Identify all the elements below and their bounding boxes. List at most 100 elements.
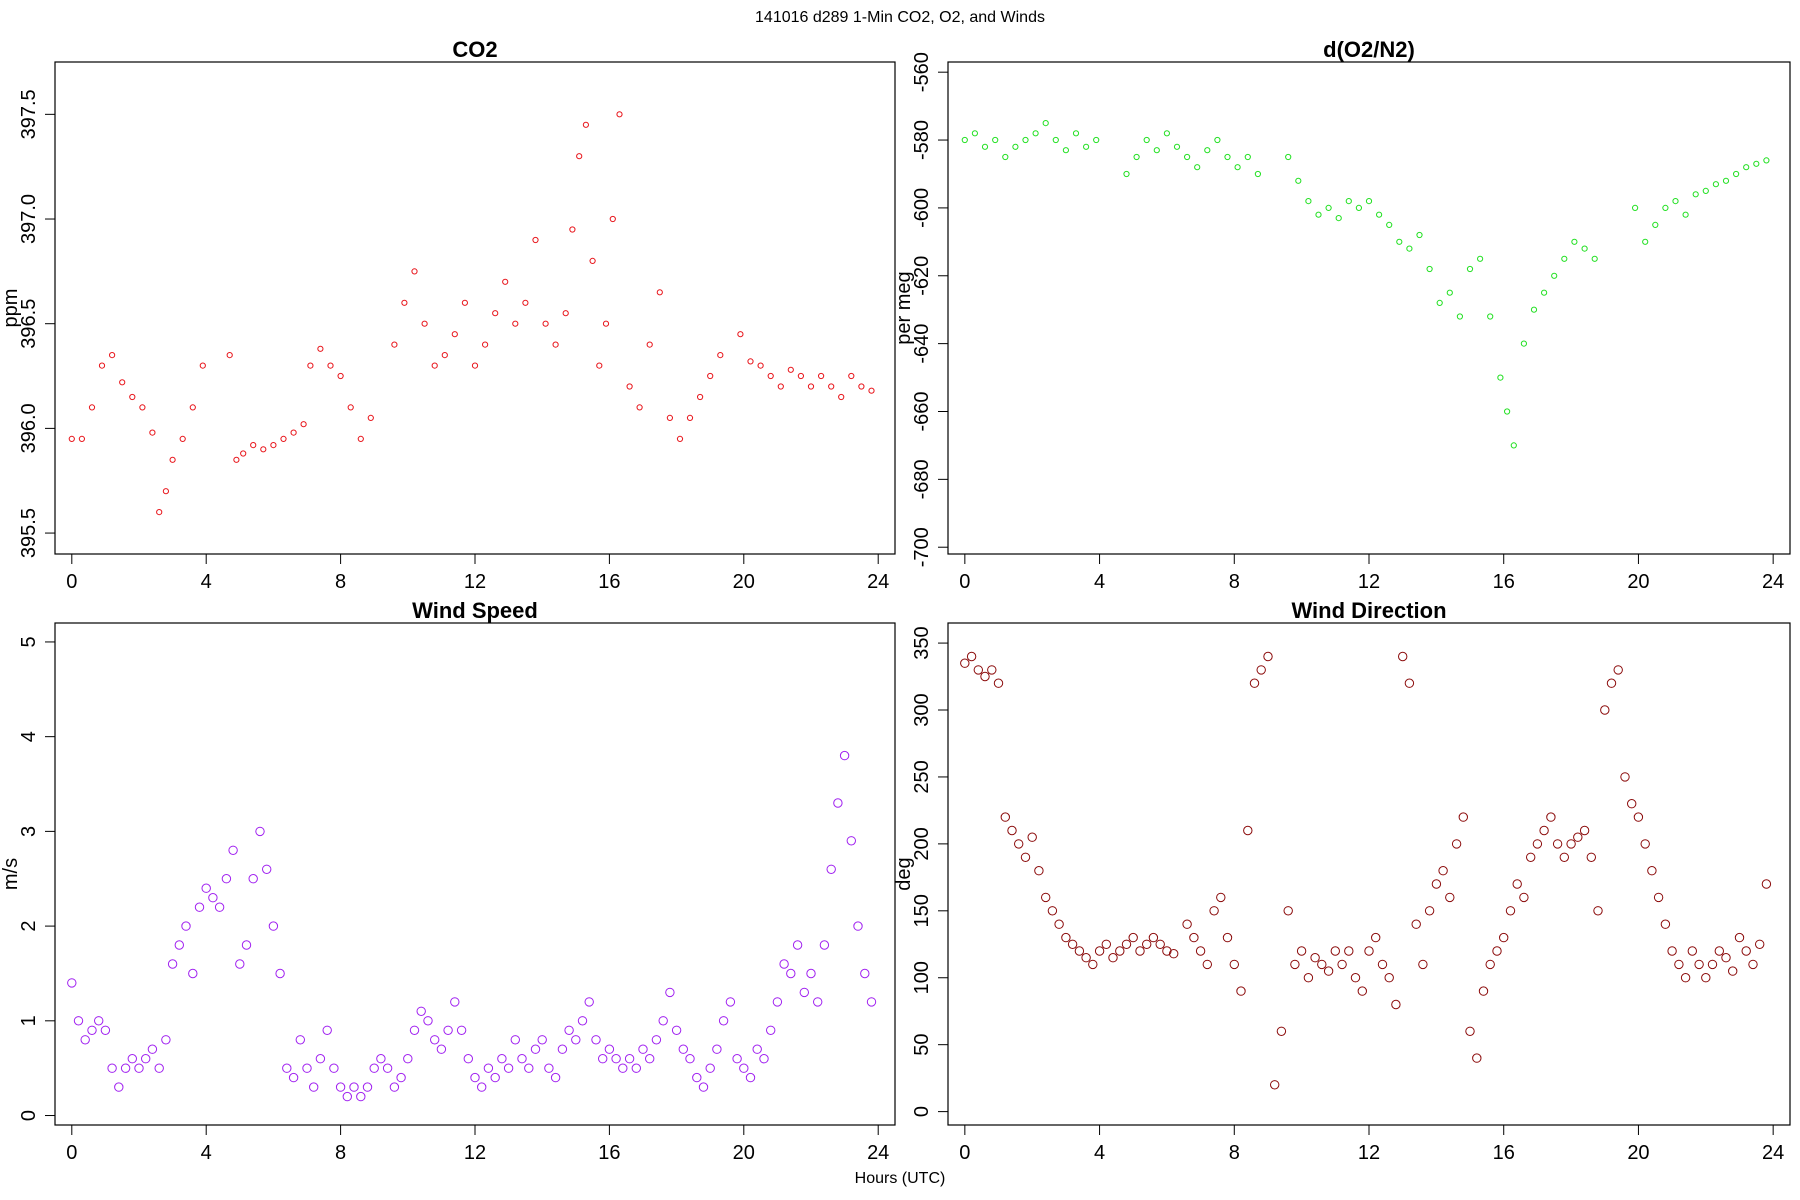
wdir-y-tick-label: 100 (911, 961, 933, 994)
wdir-data-point (1371, 932, 1381, 943)
co2-x-tick-label: 4 (201, 571, 212, 593)
o2-data-point (1436, 299, 1443, 306)
wdir-y-tick-label: 250 (911, 760, 933, 793)
wdir-data-point (1128, 932, 1138, 943)
wdir-data-point (1061, 932, 1071, 943)
wdir-data-point (1027, 832, 1037, 842)
co2-data-point (226, 352, 233, 359)
co2-data-point (676, 435, 684, 442)
wdir-data-point (1182, 919, 1192, 929)
wspd-data-point (201, 883, 211, 893)
wdir-plot-frame (947, 622, 1791, 1126)
wspd-data-point (127, 1054, 138, 1064)
o2-data-point (1072, 130, 1080, 137)
wspd-plot-frame (54, 622, 896, 1126)
o2-data-point (1244, 153, 1251, 161)
o2-data-point (1571, 238, 1578, 245)
wdir-data-point (1404, 678, 1415, 688)
wspd-data-point (389, 1082, 400, 1092)
wspd-data-point (497, 1054, 507, 1064)
wspd-x-tick-label: 16 (598, 1142, 620, 1164)
co2-data-point (589, 257, 596, 264)
o2-data-point (1224, 153, 1231, 161)
o2-data-point (1733, 170, 1740, 178)
wdir-data-point (1263, 651, 1273, 662)
o2-y-tick-label: -660 (911, 391, 933, 431)
co2-data-point (78, 435, 86, 442)
o2-data-point (992, 136, 999, 144)
wdir-x-tick-label: 0 (959, 1142, 970, 1164)
o2-data-point (1173, 143, 1181, 150)
wspd-data-point (490, 1072, 500, 1083)
co2-data-point (317, 345, 324, 352)
wspd-data-point (826, 864, 836, 874)
o2-data-point (1093, 136, 1100, 144)
wspd-data-point (94, 1016, 104, 1026)
wspd-data-point (833, 798, 843, 808)
o2-x-tick-label: 0 (959, 571, 970, 593)
wdir-data-point (1539, 825, 1549, 836)
wdir-data-point (1243, 825, 1253, 836)
wdir-data-point (1512, 879, 1522, 889)
wdir-data-point (1074, 946, 1085, 956)
wspd-data-point (853, 921, 863, 931)
o2-data-point (1335, 215, 1342, 222)
o2-data-point (1632, 204, 1639, 211)
o2-data-point (1022, 136, 1029, 144)
co2-data-point (179, 435, 186, 442)
wdir-data-point (1667, 946, 1677, 956)
wdir-data-point (1054, 919, 1064, 929)
co2-data-point (582, 121, 590, 128)
wspd-data-point (806, 968, 816, 979)
o2-data-point (1345, 198, 1352, 205)
wspd-data-point (107, 1063, 117, 1073)
o2-data-point (1763, 157, 1770, 164)
co2-data-point (532, 236, 539, 244)
wspd-data-point (651, 1035, 662, 1045)
wspd-data-point (692, 1072, 702, 1083)
wdir-data-point (1499, 932, 1509, 943)
wspd-data-point (799, 987, 809, 998)
co2-data-point (522, 299, 529, 306)
wdir-data-point (1384, 973, 1394, 983)
o2-y-tick-label: -560 (911, 52, 933, 92)
wspd-data-point (73, 1016, 84, 1026)
wspd-x-tick-label: 24 (867, 1142, 889, 1164)
wdir-data-point (1559, 852, 1570, 862)
co2-data-point (280, 435, 287, 442)
wdir-data-point (1135, 946, 1145, 956)
wdir-data-point (1216, 892, 1226, 903)
wdir-data-point (993, 678, 1004, 688)
o2-data-point (1214, 136, 1221, 144)
wspd-y-tick-label: 5 (18, 636, 40, 647)
o2-y-tick-label: -680 (911, 459, 933, 499)
wdir-data-point (1478, 986, 1489, 996)
wspd-data-point (611, 1054, 621, 1064)
o2-data-point (1662, 204, 1669, 211)
wdir-data-point (1458, 812, 1469, 822)
wspd-data-point (524, 1063, 534, 1073)
co2-x-tick-label: 0 (66, 571, 77, 593)
wdir-data-point (1344, 946, 1354, 956)
wdir-points (960, 651, 1772, 1090)
co2-data-point (327, 362, 334, 369)
wspd-data-point (208, 893, 218, 903)
wspd-data-point (423, 1016, 433, 1026)
o2-data-point (1446, 289, 1453, 296)
o2-data-point (1561, 255, 1568, 262)
wdir-data-point (1209, 906, 1219, 916)
wspd-data-point (752, 1044, 762, 1054)
wspd-x-tick-label: 4 (201, 1142, 212, 1164)
wspd-data-point (67, 978, 77, 988)
wdir-data-point (1465, 1026, 1475, 1037)
o2-data-point (1376, 211, 1383, 218)
co2-data-point (737, 331, 744, 338)
wspd-data-point (456, 1025, 467, 1036)
wdir-data-point (1398, 651, 1408, 662)
wspd-data-point (819, 940, 830, 950)
co2-data-point (307, 362, 314, 369)
o2-data-point (1551, 272, 1558, 279)
wdir-data-point (1317, 959, 1327, 970)
o2-x-tick-label: 4 (1094, 571, 1105, 593)
co2-data-point (656, 289, 663, 296)
